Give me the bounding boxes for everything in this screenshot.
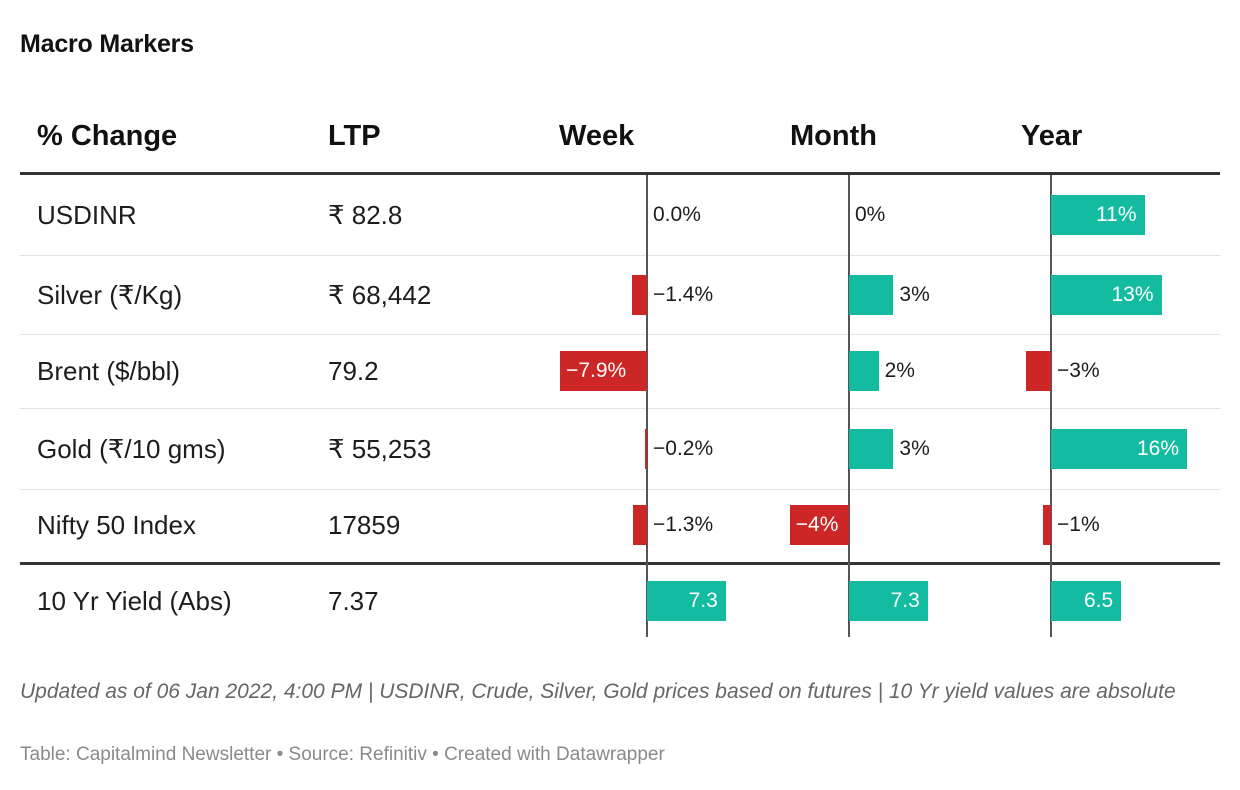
header-change: % Change xyxy=(37,120,178,152)
week-value-label: −1.3% xyxy=(653,513,714,536)
year-bar xyxy=(1042,505,1051,545)
week-bar xyxy=(647,581,726,621)
header-year: Year xyxy=(1021,120,1083,152)
month-bar xyxy=(849,429,894,469)
year-value-label: 16% xyxy=(1136,437,1179,460)
footnote: Updated as of 06 Jan 2022, 4:00 PM | USD… xyxy=(20,680,1176,703)
year-bar xyxy=(1051,581,1122,621)
row-ltp: ₹ 55,253 xyxy=(328,434,432,464)
month-value-label: 0% xyxy=(855,203,886,226)
week-value-label: 0.0% xyxy=(653,203,701,226)
month-value-label: 7.3 xyxy=(890,589,920,612)
header-rule xyxy=(20,172,1220,175)
row-divider xyxy=(20,255,1220,256)
month-value-label: 2% xyxy=(884,359,915,382)
chart-title: Macro Markers xyxy=(20,30,194,58)
week-bar xyxy=(644,429,647,469)
month-bar xyxy=(849,581,928,621)
year-bar xyxy=(1051,195,1145,235)
row-name: Nifty 50 Index xyxy=(37,510,196,540)
year-bar xyxy=(1025,351,1051,391)
row-name: Brent ($/bbl) xyxy=(37,356,181,386)
row-name: 10 Yr Yield (Abs) xyxy=(37,586,232,616)
month-value-label: −4% xyxy=(795,513,839,536)
row-name: USDINR xyxy=(37,200,137,230)
row-divider xyxy=(20,489,1220,490)
week-bar xyxy=(632,505,647,545)
week-zero-axis xyxy=(646,175,648,637)
year-value-label: 6.5 xyxy=(1083,589,1114,612)
row-name: Gold (₹/10 gms) xyxy=(37,434,226,464)
week-value-label: −0.2% xyxy=(653,437,714,460)
month-value-label: 3% xyxy=(899,437,930,460)
credits: Table: Capitalmind Newsletter • Source: … xyxy=(20,744,665,765)
week-bar xyxy=(560,351,647,391)
month-zero-axis xyxy=(848,175,850,637)
week-bar xyxy=(631,275,647,315)
week-value-label: −7.9% xyxy=(566,359,627,382)
header-week: Week xyxy=(559,120,635,152)
month-bar xyxy=(789,505,849,545)
row-ltp: ₹ 68,442 xyxy=(328,280,432,310)
year-value-label: −1% xyxy=(1057,513,1100,536)
row-name: Silver (₹/Kg) xyxy=(37,280,183,310)
year-value-label: 13% xyxy=(1111,283,1154,306)
month-bar xyxy=(849,351,879,391)
month-value-label: 3% xyxy=(899,283,930,306)
week-value-label: −1.4% xyxy=(653,283,714,306)
year-zero-axis xyxy=(1050,175,1052,637)
header-ltp: LTP xyxy=(328,120,381,152)
row-ltp: ₹ 82.8 xyxy=(328,200,403,230)
year-bar xyxy=(1051,275,1162,315)
week-value-label: 7.3 xyxy=(688,589,718,612)
year-value-label: −3% xyxy=(1057,359,1100,382)
yield-rule xyxy=(20,562,1220,565)
row-ltp: 7.37 xyxy=(328,586,379,616)
row-divider xyxy=(20,408,1220,409)
year-value-label: 11% xyxy=(1096,203,1137,226)
row-divider xyxy=(20,334,1220,335)
row-ltp: 79.2 xyxy=(328,356,379,386)
month-bar xyxy=(849,275,894,315)
row-ltp: 17859 xyxy=(328,510,401,540)
header-month: Month xyxy=(790,120,877,152)
year-bar xyxy=(1051,429,1187,469)
